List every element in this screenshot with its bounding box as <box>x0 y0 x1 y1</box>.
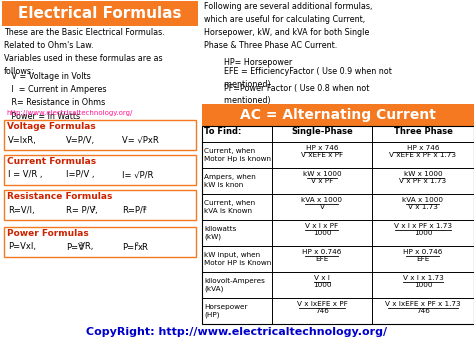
Bar <box>4 155 196 185</box>
Text: AC = Alternating Current: AC = Alternating Current <box>240 108 436 122</box>
Text: I=P/V ,: I=P/V , <box>66 171 94 180</box>
Text: V xEFE x PF: V xEFE x PF <box>301 152 343 158</box>
Bar <box>202 126 474 324</box>
Text: kVA x 1000: kVA x 1000 <box>402 197 444 203</box>
Text: R=V/I,: R=V/I, <box>8 206 35 214</box>
Text: Single-Phase: Single-Phase <box>291 127 353 136</box>
Text: 746: 746 <box>315 308 329 314</box>
Text: /R,: /R, <box>82 242 93 251</box>
Text: HP= Horsepower: HP= Horsepower <box>204 58 292 67</box>
Text: V x PF: V x PF <box>311 178 333 184</box>
Text: V: V <box>319 204 325 210</box>
Text: kVA x 1000: kVA x 1000 <box>301 197 343 203</box>
Text: Current Formulas: Current Formulas <box>7 157 96 166</box>
Text: Horsepower
(HP): Horsepower (HP) <box>204 304 247 318</box>
Text: Voltage Formulas: Voltage Formulas <box>7 122 96 131</box>
Text: V x 1.73: V x 1.73 <box>408 204 438 210</box>
Text: 1000: 1000 <box>313 230 331 236</box>
Text: Current, when
Motor Hp is known: Current, when Motor Hp is known <box>204 148 271 162</box>
Text: These are the Basic Electrical Formulas.
Related to Ohm's Law.
Variables used in: These are the Basic Electrical Formulas.… <box>4 28 165 76</box>
Text: Ampers, when
kW is knon: Ampers, when kW is knon <box>204 174 256 188</box>
Text: HP x 746: HP x 746 <box>306 145 338 151</box>
Text: Power Formulas: Power Formulas <box>7 229 89 238</box>
Text: HP x 746: HP x 746 <box>407 145 439 151</box>
Bar <box>4 120 196 150</box>
Text: EFE: EFE <box>416 256 430 262</box>
Text: xR: xR <box>138 242 149 251</box>
Bar <box>4 227 196 257</box>
Text: P=V: P=V <box>66 242 84 251</box>
Text: 2: 2 <box>143 206 147 210</box>
Text: V = Voltage in Volts
   I  = Current in Amperes
   R= Resistance in Ohms
   Powe: V = Voltage in Volts I = Current in Ampe… <box>4 72 107 121</box>
Text: I= √P/R: I= √P/R <box>122 171 154 180</box>
Text: P=I: P=I <box>122 242 137 251</box>
Text: 2: 2 <box>79 242 82 248</box>
Text: V xEFE x PF x 1.73: V xEFE x PF x 1.73 <box>390 152 456 158</box>
Text: kilovolt-Amperes
(kVA): kilovolt-Amperes (kVA) <box>204 278 265 292</box>
Text: V= √PxR: V= √PxR <box>122 135 159 145</box>
Text: Resistance Formulas: Resistance Formulas <box>7 192 112 201</box>
Text: Following are several additional formulas,
which are useful for calculating Curr: Following are several additional formula… <box>204 2 373 50</box>
Text: http://www.electricaltechnology.org/: http://www.electricaltechnology.org/ <box>6 110 132 116</box>
Text: EFE = EfficiencyFactor ( Use 0.9 when not
        mentioned): EFE = EfficiencyFactor ( Use 0.9 when no… <box>204 67 392 89</box>
Text: V x IxEFE x PF x 1.73: V x IxEFE x PF x 1.73 <box>385 301 461 307</box>
Text: Three Phase: Three Phase <box>393 127 453 136</box>
Bar <box>2 1 198 26</box>
Text: HP x 0.746: HP x 0.746 <box>302 249 342 255</box>
Text: kilowatts
(kW): kilowatts (kW) <box>204 226 237 240</box>
Text: V x I x PF: V x I x PF <box>305 223 338 229</box>
Text: kW x 1000: kW x 1000 <box>404 171 442 177</box>
Text: V x I x 1.73: V x I x 1.73 <box>402 275 443 281</box>
Text: Electrical Formulas: Electrical Formulas <box>18 5 182 21</box>
Text: R=P/I: R=P/I <box>122 206 146 214</box>
Text: To Find:: To Find: <box>204 127 241 136</box>
Text: EFE: EFE <box>315 256 328 262</box>
Text: V x I x PF x 1.73: V x I x PF x 1.73 <box>394 223 452 229</box>
Text: V x I: V x I <box>314 275 330 281</box>
Bar <box>202 104 474 126</box>
Text: 1000: 1000 <box>414 230 432 236</box>
Bar <box>4 190 196 220</box>
Text: PF=Power Factor ( Use 0.8 when not
        mentioned): PF=Power Factor ( Use 0.8 when not menti… <box>204 84 369 105</box>
Text: V=P/V,: V=P/V, <box>66 135 95 145</box>
Text: kW x 1000: kW x 1000 <box>303 171 341 177</box>
Text: V x IxEFE x PF: V x IxEFE x PF <box>297 301 347 307</box>
Text: I = V/R ,: I = V/R , <box>8 171 43 180</box>
Text: 2: 2 <box>91 206 95 210</box>
Text: HP x 0.746: HP x 0.746 <box>403 249 443 255</box>
Text: 1000: 1000 <box>313 282 331 288</box>
Text: V x PF x 1.73: V x PF x 1.73 <box>400 178 447 184</box>
Text: kW input, when
Motor HP is Known: kW input, when Motor HP is Known <box>204 252 271 266</box>
Text: V=IxR,: V=IxR, <box>8 135 37 145</box>
Text: ,: , <box>94 206 97 214</box>
Text: R= P/V: R= P/V <box>66 206 95 214</box>
Text: CopyRight: http://www.electricaltechnology.org/: CopyRight: http://www.electricaltechnolo… <box>86 327 388 337</box>
Text: Current, when
kVA is Known: Current, when kVA is Known <box>204 200 255 214</box>
Text: 1000: 1000 <box>414 282 432 288</box>
Text: 746: 746 <box>416 308 430 314</box>
Text: P=VxI,: P=VxI, <box>8 242 36 251</box>
Text: 2: 2 <box>135 242 138 248</box>
